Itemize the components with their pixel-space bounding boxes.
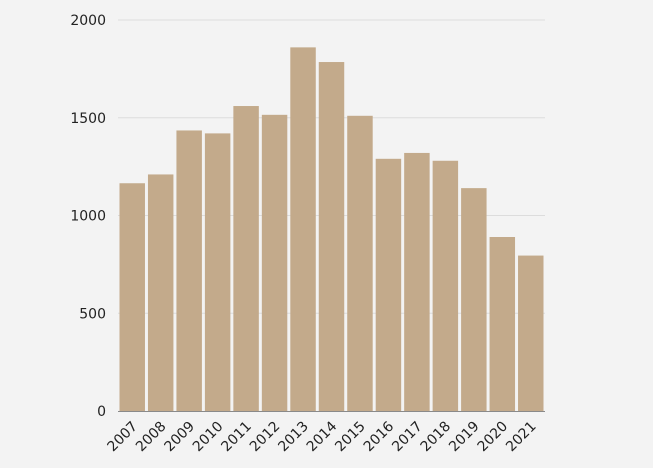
x-tick-label: 2018 <box>418 419 455 456</box>
x-tick-label: 2012 <box>247 419 284 456</box>
bar-2019 <box>461 188 487 411</box>
bar-2014 <box>318 62 345 411</box>
bar-2016 <box>375 158 402 411</box>
x-axis-tick-labels: 2007200820092010201120122013201420152016… <box>105 418 540 455</box>
bar-2015 <box>347 115 373 412</box>
bar-2018 <box>432 160 459 411</box>
x-tick-label: 2017 <box>389 419 426 456</box>
x-tick-label: 2014 <box>304 418 341 455</box>
x-tick-label: 2015 <box>332 419 369 456</box>
bar-2012 <box>261 114 288 411</box>
x-tick-label: 2009 <box>161 419 198 456</box>
bar-2009 <box>176 130 202 411</box>
y-axis-tick-labels: 0 500 1000 1500 2000 <box>70 13 106 420</box>
bar-2021 <box>518 255 544 411</box>
x-tick-label: 2013 <box>275 419 312 456</box>
bar-2008 <box>147 174 174 411</box>
y-tick-label: 1000 <box>70 209 106 225</box>
x-tick-label: 2011 <box>218 419 255 456</box>
y-tick-label: 0 <box>97 404 106 420</box>
x-tick-label: 2008 <box>133 419 170 456</box>
bar-2017 <box>404 152 430 411</box>
x-tick-label: 2016 <box>361 418 398 455</box>
bar-2020 <box>489 237 516 411</box>
bar-2011 <box>233 106 259 412</box>
x-tick-label: 2007 <box>105 419 142 456</box>
bars <box>119 47 544 412</box>
y-tick-label: 1500 <box>70 111 106 127</box>
x-tick-label: 2019 <box>446 419 483 456</box>
y-tick-label: 500 <box>79 306 106 322</box>
x-tick-label: 2010 <box>190 419 227 456</box>
y-tick-label: 2000 <box>70 13 106 29</box>
bar-2013 <box>290 47 316 412</box>
bar-2010 <box>204 133 231 411</box>
bar-2007 <box>119 183 145 411</box>
x-tick-label: 2021 <box>503 419 540 456</box>
x-tick-label: 2020 <box>475 419 512 456</box>
